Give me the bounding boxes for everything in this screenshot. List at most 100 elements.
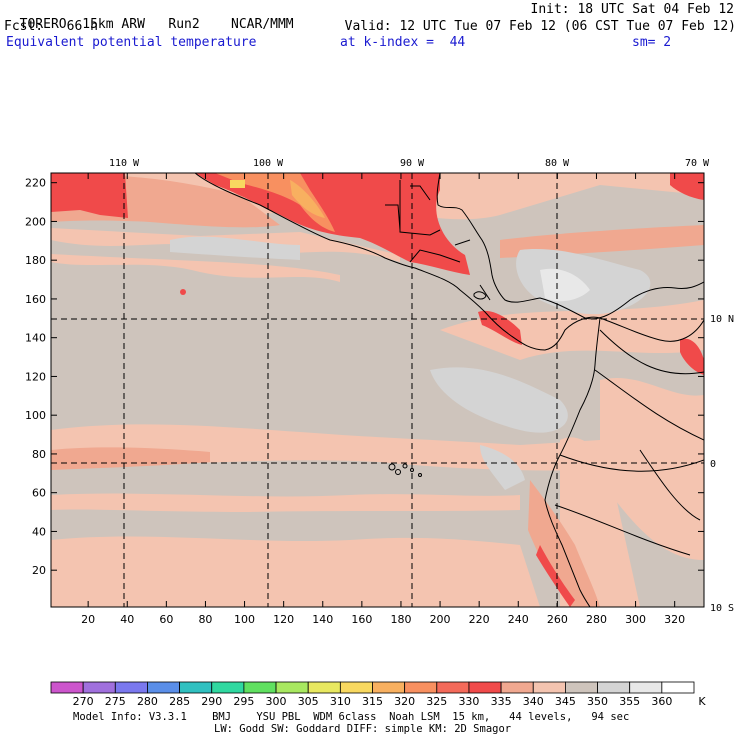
colorbar-level: 295 bbox=[233, 695, 254, 708]
field-warm-mexico bbox=[215, 173, 335, 232]
colorbar-swatch bbox=[500, 681, 534, 694]
field-band-amazon bbox=[600, 377, 704, 560]
colorbar-swatch bbox=[468, 681, 502, 694]
colorbar-level: 360 bbox=[651, 695, 672, 708]
colorbar-level: 275 bbox=[105, 695, 126, 708]
forecast-label: Fcst: bbox=[4, 19, 44, 34]
field-warm-mexico-core bbox=[290, 180, 325, 218]
colorbar-swatch bbox=[532, 681, 566, 694]
colorbar-level: 355 bbox=[619, 695, 640, 708]
colorbar-swatch bbox=[372, 681, 406, 694]
x-tick-label: 100 bbox=[234, 613, 255, 626]
x-tick-label: 120 bbox=[273, 613, 294, 626]
field-cool-ecuador bbox=[480, 445, 525, 490]
latitude-labels: 10 N 0 10 S bbox=[710, 314, 734, 614]
field-warm-spot bbox=[230, 180, 245, 188]
x-tick-label: 280 bbox=[586, 613, 607, 626]
level-info: at k-index = 44 bbox=[340, 35, 466, 50]
field-band-caribbean bbox=[440, 300, 704, 360]
colorbar-swatch bbox=[307, 681, 341, 694]
forecast-hour: Fcst: 66 h bbox=[4, 19, 98, 34]
colorbar-level: 340 bbox=[523, 695, 544, 708]
x-tick-label: 220 bbox=[469, 613, 490, 626]
x-tick-label: 60 bbox=[159, 613, 173, 626]
graticule bbox=[51, 173, 704, 607]
field-hot-mexico bbox=[195, 173, 470, 275]
footer-model-info: Model Info: V3.3.1 BMJ YSU PBL WDM 6clas… bbox=[73, 711, 630, 723]
guatemala-border bbox=[385, 204, 401, 231]
y-tick-label: 160 bbox=[25, 293, 46, 306]
colorbar-level: 270 bbox=[73, 695, 94, 708]
field-hot-peru bbox=[536, 545, 575, 607]
field-cool-core bbox=[540, 268, 590, 302]
longitude-label: 110 W bbox=[109, 158, 140, 169]
latitude-label: 0 bbox=[710, 459, 716, 470]
longitude-label: 80 W bbox=[545, 158, 570, 169]
organization: NCAR/MMM bbox=[231, 17, 294, 32]
field-hot-nw bbox=[51, 173, 128, 218]
x-tick-label: 320 bbox=[664, 613, 685, 626]
colorbar-level: 325 bbox=[426, 695, 447, 708]
theta-e-field bbox=[51, 173, 704, 607]
colorbar-swatch bbox=[339, 681, 373, 694]
y-tick-label: 120 bbox=[25, 370, 46, 383]
latitude-label: 10 N bbox=[710, 314, 734, 325]
lake-nicaragua bbox=[473, 291, 487, 300]
footer-physics-info: LW: Godd SW: Goddard DIFF: simple KM: 2D… bbox=[214, 723, 512, 735]
y-tick-label: 140 bbox=[25, 332, 46, 345]
field-hot-spot bbox=[180, 289, 186, 295]
field-hot-costa-rica bbox=[478, 310, 522, 345]
field-hot-venezuela bbox=[680, 338, 704, 375]
y-tick-label: 180 bbox=[25, 254, 46, 267]
init-time: Init: 18 UTC Sat 04 Feb 12 bbox=[530, 2, 735, 17]
x-tick-label: 240 bbox=[508, 613, 529, 626]
y-tick-label: 40 bbox=[32, 525, 46, 538]
longitude-label: 100 W bbox=[253, 158, 284, 169]
x-tick-label: 260 bbox=[547, 613, 568, 626]
y-tick-label: 20 bbox=[32, 564, 46, 577]
x-tick-label: 140 bbox=[312, 613, 333, 626]
colorbar-level: 350 bbox=[587, 695, 608, 708]
y-tick-label: 60 bbox=[32, 487, 46, 500]
belize-border bbox=[410, 185, 431, 201]
colorbar-swatch bbox=[436, 681, 470, 694]
colorbar-swatch bbox=[275, 681, 309, 694]
colorbar-level: 300 bbox=[266, 695, 287, 708]
colorbar-swatch bbox=[597, 681, 631, 694]
country-borders bbox=[399, 180, 704, 556]
colorbar-level: 335 bbox=[491, 695, 512, 708]
colorbar-swatch bbox=[211, 681, 245, 694]
x-tick-label: 200 bbox=[430, 613, 451, 626]
field-hot-ne bbox=[670, 173, 704, 200]
colorbar-swatch bbox=[661, 681, 695, 694]
colorbar-unit: K bbox=[698, 695, 706, 708]
colorbar-level: 290 bbox=[201, 695, 222, 708]
x-tick-label: 300 bbox=[625, 613, 646, 626]
x-tick-label: 180 bbox=[390, 613, 411, 626]
longitude-label: 70 W bbox=[685, 158, 710, 169]
colorbar-swatch bbox=[147, 681, 180, 694]
field-band-south bbox=[51, 493, 520, 512]
field-band-far-south bbox=[51, 536, 540, 607]
colorbar-level: 315 bbox=[362, 695, 383, 708]
forecast-hours: 66 h bbox=[66, 19, 98, 34]
caribbean-coast bbox=[436, 173, 704, 320]
smoothing-info: sm= 2 bbox=[632, 35, 672, 50]
longitude-label: 90 W bbox=[400, 158, 425, 169]
run-name: Run2 bbox=[168, 17, 200, 32]
header-model: TORERO 15km ARW Run2 NCAR/MMM bbox=[4, 2, 294, 32]
colorbar-swatch bbox=[82, 681, 116, 694]
model-resolution: 15km ARW bbox=[82, 17, 145, 32]
colorbar-swatch bbox=[243, 681, 277, 694]
colorbar-swatch bbox=[404, 681, 438, 694]
colorbar-swatch bbox=[565, 681, 598, 694]
field-cool-pacific bbox=[430, 367, 568, 433]
colorbar-swatch bbox=[114, 681, 148, 694]
x-tick-label: 80 bbox=[198, 613, 212, 626]
south-america-west-coast bbox=[544, 317, 601, 607]
y-tick-label: 100 bbox=[25, 409, 46, 422]
field-name: Equivalent potential temperature bbox=[6, 35, 257, 50]
longitude-labels: 110 W 100 W 90 W 80 W 70 W bbox=[109, 158, 710, 169]
y-tick-label: 80 bbox=[32, 448, 46, 461]
